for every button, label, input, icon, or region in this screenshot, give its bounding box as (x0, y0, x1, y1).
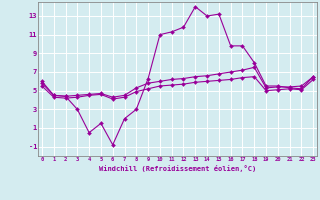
X-axis label: Windchill (Refroidissement éolien,°C): Windchill (Refroidissement éolien,°C) (99, 165, 256, 172)
